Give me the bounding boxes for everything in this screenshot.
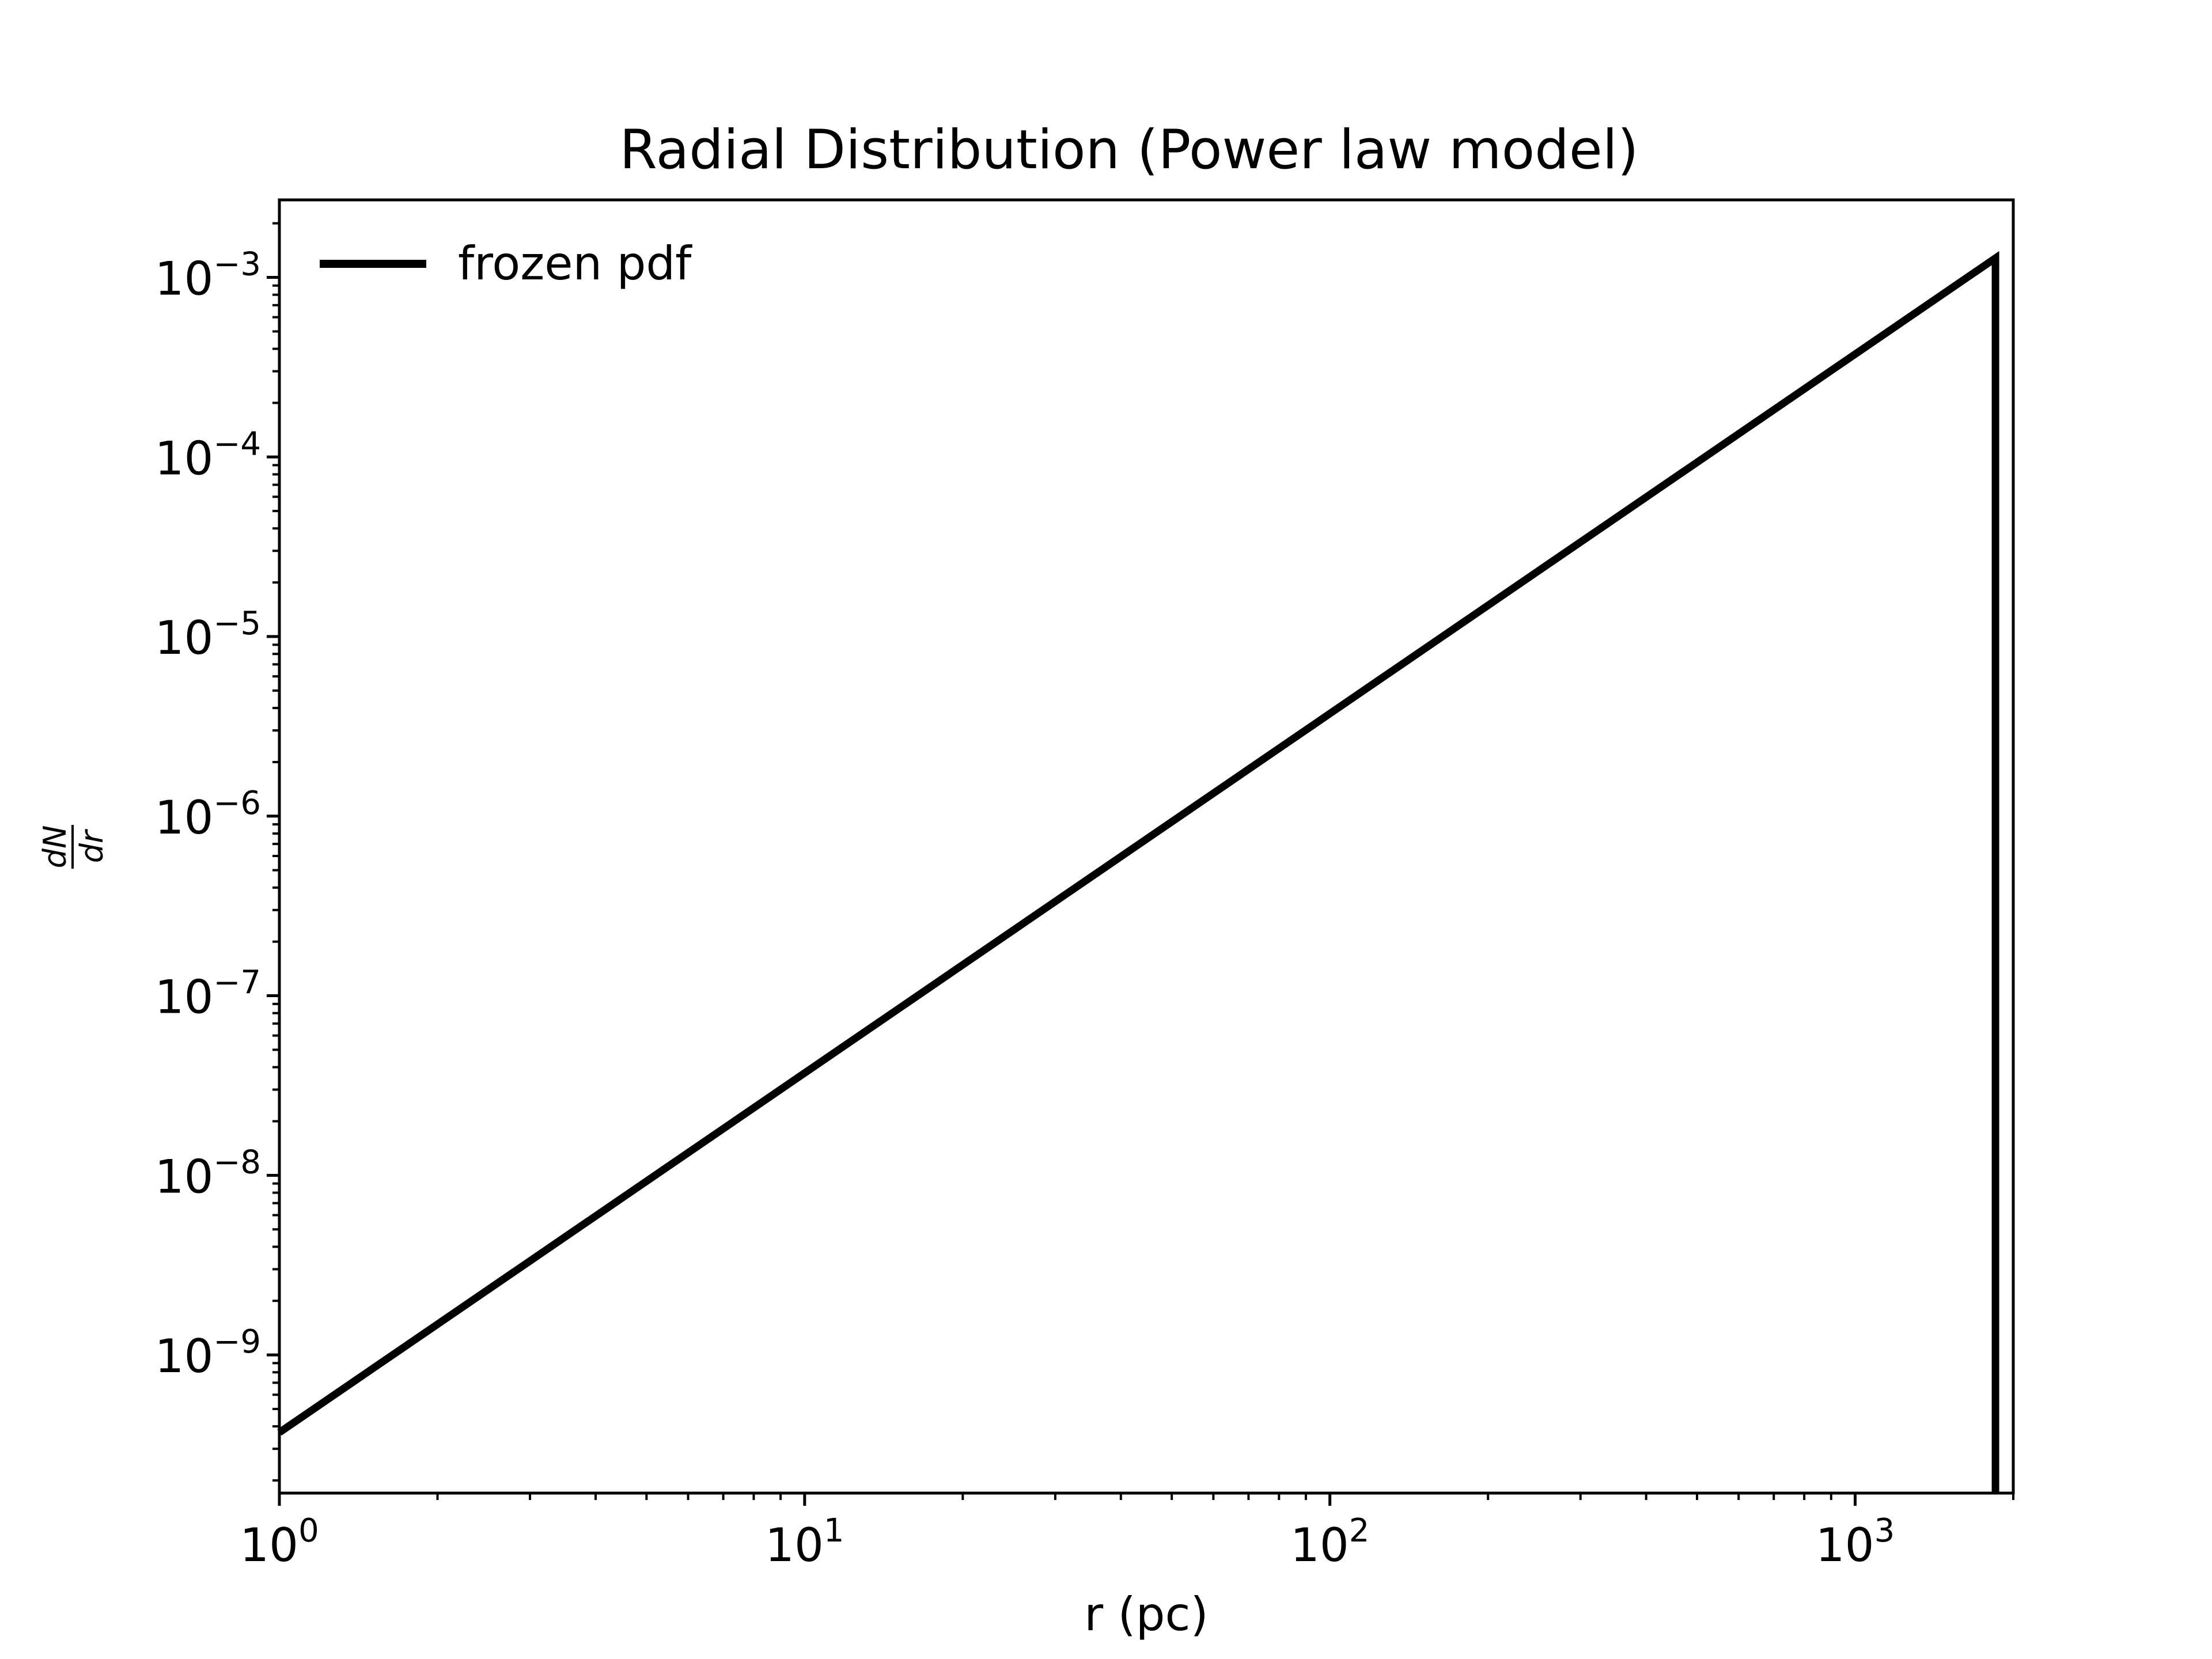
y-tick-label: 10−3: [155, 245, 261, 305]
x-tick-label: 100: [240, 1512, 319, 1572]
y-tick-label: 10−5: [155, 605, 261, 665]
x-axis-ticks: 100 101 102 103: [240, 1493, 2014, 1572]
y-axis-label: dN dr: [37, 825, 110, 869]
y-tick-label: 10−7: [155, 964, 261, 1024]
legend: frozen pdf: [320, 237, 692, 290]
chart-title: Radial Distribution (Power law model): [619, 119, 1638, 181]
legend-label: frozen pdf: [458, 237, 692, 290]
y-tick-label: 10−8: [155, 1143, 261, 1203]
x-axis-label: r (pc): [1084, 1588, 1209, 1641]
series-layer: [277, 251, 1999, 1493]
y-tick-label: 10−4: [155, 425, 261, 485]
x-tick-label: 102: [1290, 1512, 1369, 1572]
y-tick-label: 10−6: [155, 785, 261, 844]
y-tick-label: 10−9: [155, 1323, 261, 1383]
x-tick-label: 103: [1816, 1512, 1895, 1572]
y-axis-ticks: 10−9 10−8 10−7 10−6 10−5 10−4 10−3: [155, 222, 279, 1482]
y-axis-label-numerator: dN: [37, 825, 73, 869]
y-axis-label-denominator: dr: [74, 829, 110, 863]
plot-frame: [278, 198, 2015, 1495]
series-line-0: [277, 251, 1999, 1493]
x-tick-label: 101: [765, 1512, 844, 1572]
